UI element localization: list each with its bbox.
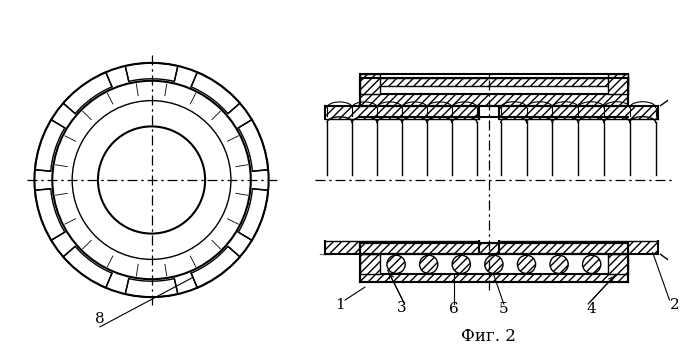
Bar [360, 255, 380, 274]
Bar [360, 74, 380, 94]
Bar [608, 74, 628, 94]
Text: 2: 2 [670, 298, 679, 312]
Bar [499, 241, 657, 255]
Circle shape [550, 255, 568, 274]
Bar [499, 106, 657, 120]
Circle shape [419, 255, 438, 274]
Text: 4: 4 [586, 302, 596, 316]
Circle shape [582, 255, 601, 274]
Bar [360, 274, 628, 282]
Text: 5: 5 [499, 302, 509, 316]
Text: 6: 6 [449, 302, 459, 316]
Bar [326, 241, 479, 255]
Circle shape [484, 255, 503, 274]
Circle shape [387, 255, 405, 274]
Bar [360, 78, 628, 86]
Text: 8: 8 [95, 312, 105, 326]
Circle shape [452, 255, 470, 274]
Bar [608, 255, 628, 274]
Bar [360, 242, 628, 255]
Bar [360, 94, 628, 106]
Circle shape [517, 255, 536, 274]
Bar [326, 106, 479, 120]
Text: 1: 1 [335, 298, 345, 312]
Text: Фиг. 2: Фиг. 2 [461, 328, 517, 345]
Bar [360, 74, 628, 94]
Text: 3: 3 [397, 301, 407, 315]
